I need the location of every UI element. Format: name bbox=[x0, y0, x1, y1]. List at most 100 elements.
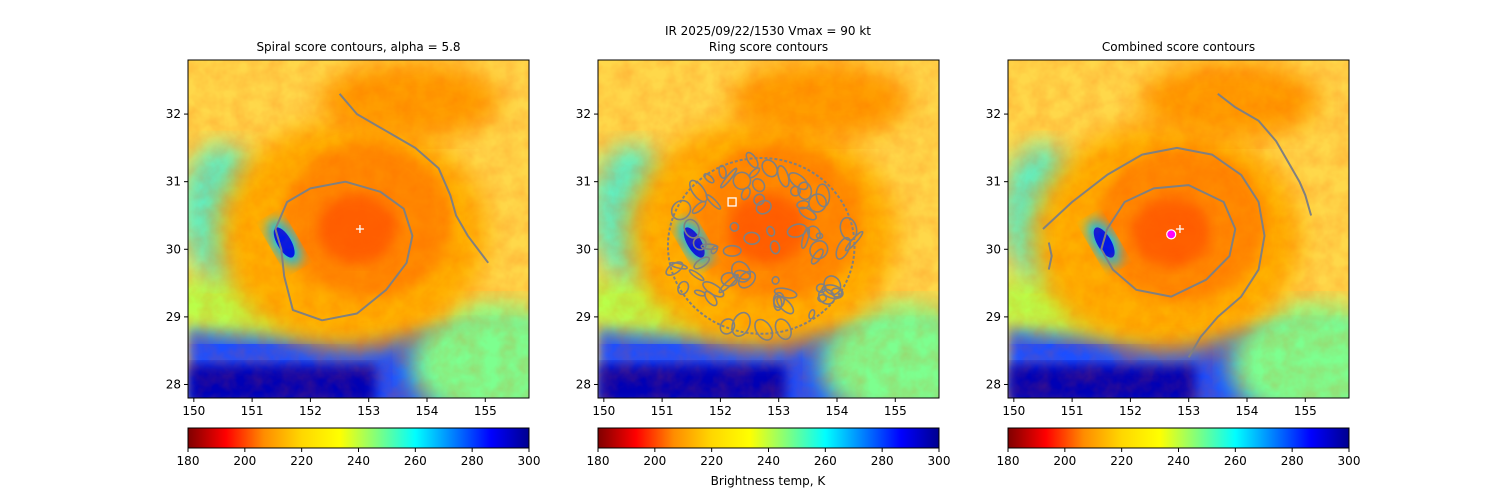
y-tick-label: 30 bbox=[166, 242, 181, 256]
colorbar-gradient bbox=[597, 427, 940, 449]
ring-contour bbox=[743, 231, 761, 246]
y-tick-label: 32 bbox=[576, 107, 591, 121]
ring-contour bbox=[700, 243, 719, 251]
ring-contour bbox=[776, 165, 790, 188]
colorbar-tick-label: 220 bbox=[290, 454, 313, 468]
colorbar-tick-label: 200 bbox=[643, 454, 666, 468]
y-tick-label: 31 bbox=[576, 175, 591, 189]
panel-1: Spiral score contours, alpha = 5.8 150 151… bbox=[166, 40, 541, 468]
satellite-image bbox=[188, 60, 529, 398]
ring-contour bbox=[808, 309, 816, 320]
ring-contour bbox=[720, 271, 738, 287]
y-tick-label: 31 bbox=[986, 175, 1001, 189]
ring-contour bbox=[806, 225, 822, 241]
colorbar-tick-label: 200 bbox=[1053, 454, 1076, 468]
colorbar-tick-label: 300 bbox=[1338, 454, 1361, 468]
ring-contour bbox=[732, 171, 752, 191]
panel-2: Ring score contours 150 151 152 153 154 155 28 2… bbox=[576, 40, 951, 468]
panel-title: Ring score contours bbox=[709, 40, 828, 54]
x-tick-label: 150 bbox=[1002, 404, 1025, 418]
score-contour bbox=[274, 180, 414, 322]
y-tick-label: 29 bbox=[576, 310, 591, 324]
ring-contour bbox=[823, 275, 842, 296]
colorbar-tick-label: 180 bbox=[587, 454, 610, 468]
ring-contour bbox=[788, 172, 809, 191]
colorbar-tick-label: 180 bbox=[997, 454, 1020, 468]
ring-contour bbox=[705, 193, 722, 210]
y-tick-label: 28 bbox=[166, 377, 181, 391]
colorbar-tick-label: 240 bbox=[347, 454, 370, 468]
ring-contour bbox=[693, 256, 711, 270]
colorbar-tick-label: 280 bbox=[461, 454, 484, 468]
x-tick-label: 153 bbox=[1177, 404, 1200, 418]
x-tick-label: 153 bbox=[767, 404, 790, 418]
ring-contour bbox=[835, 236, 851, 260]
ring-contour bbox=[683, 218, 701, 239]
ring-contour bbox=[751, 178, 766, 193]
colorbar: 180 200 220 240 260 280 300 bbox=[997, 427, 1361, 468]
y-tick-label: 30 bbox=[986, 242, 1001, 256]
colorbar-tick-label: 220 bbox=[700, 454, 723, 468]
colorbar-tick-label: 240 bbox=[757, 454, 780, 468]
ring-contour bbox=[753, 193, 766, 206]
colorbar-tick-label: 180 bbox=[177, 454, 200, 468]
x-tick-label: 150 bbox=[592, 404, 615, 418]
axes-frame bbox=[597, 59, 940, 399]
ring-contour bbox=[731, 311, 751, 337]
y-tick-label: 29 bbox=[986, 310, 1001, 324]
colorbar-gradient bbox=[187, 427, 530, 449]
axes-frame bbox=[187, 59, 530, 399]
x-tick-label: 150 bbox=[182, 404, 205, 418]
first-guess-plus-marker bbox=[355, 225, 364, 233]
x-tick-label: 151 bbox=[1061, 404, 1084, 418]
ring-contour bbox=[771, 275, 780, 285]
ring-contour bbox=[670, 199, 692, 221]
ring-contour bbox=[776, 296, 795, 315]
ring-contour bbox=[772, 291, 786, 309]
ring-contour bbox=[815, 183, 831, 208]
ring-contour bbox=[688, 269, 705, 282]
x-tick-label: 151 bbox=[651, 404, 674, 418]
ring-contour bbox=[730, 260, 752, 283]
y-tick-label: 30 bbox=[576, 242, 591, 256]
ring-contour bbox=[797, 181, 813, 201]
colorbar-tick-label: 280 bbox=[1281, 454, 1304, 468]
y-tick-label: 31 bbox=[166, 175, 181, 189]
ring-contour bbox=[796, 199, 810, 210]
panel-title: Combined score contours bbox=[1102, 40, 1255, 54]
x-tick-label: 154 bbox=[416, 404, 439, 418]
ring-contour bbox=[810, 248, 824, 265]
colorbar-label: Brightness temp, K bbox=[711, 474, 827, 488]
colorbar-tick-label: 240 bbox=[1167, 454, 1190, 468]
score-contour bbox=[1047, 242, 1053, 270]
colorbar: 180 200 220 240 260 280 300 bbox=[177, 427, 541, 468]
colorbar-gradient bbox=[1007, 427, 1350, 449]
ring-contour bbox=[761, 159, 779, 178]
colorbar-tick-label: 280 bbox=[871, 454, 894, 468]
score-contour bbox=[1100, 184, 1237, 298]
colorbar-tick-label: 200 bbox=[233, 454, 256, 468]
y-tick-label: 28 bbox=[986, 377, 1001, 391]
colorbar: 180 200 220 240 260 280 300 bbox=[587, 427, 951, 468]
x-tick-label: 155 bbox=[474, 404, 497, 418]
colorbar-tick-label: 300 bbox=[518, 454, 541, 468]
panel-3: Combined score contours 150 151 152 153 154 15… bbox=[986, 40, 1361, 468]
ring-contour bbox=[692, 236, 707, 251]
ring-contour bbox=[729, 221, 740, 232]
cloud-texture bbox=[598, 60, 939, 398]
center-fix-circle-marker bbox=[1166, 229, 1177, 240]
y-tick-label: 29 bbox=[166, 310, 181, 324]
y-tick-label: 28 bbox=[576, 377, 591, 391]
ring-contour bbox=[693, 289, 706, 297]
ring-contour bbox=[740, 186, 751, 201]
colorbar-tick-label: 300 bbox=[928, 454, 951, 468]
x-tick-label: 153 bbox=[357, 404, 380, 418]
score-contour bbox=[1042, 146, 1266, 358]
ring-contour bbox=[722, 244, 742, 257]
ring-contour bbox=[748, 167, 761, 179]
ring-contour bbox=[691, 200, 707, 215]
score-contour bbox=[338, 93, 489, 264]
ring-contour bbox=[737, 270, 757, 289]
x-tick-label: 155 bbox=[884, 404, 907, 418]
panel-title: Spiral score contours, alpha = 5.8 bbox=[256, 40, 460, 54]
